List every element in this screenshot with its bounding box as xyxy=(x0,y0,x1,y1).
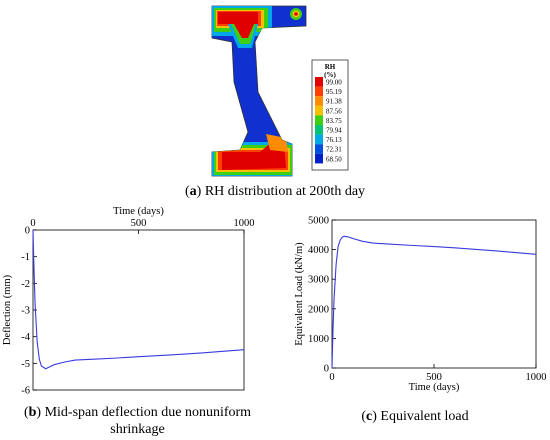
x-tick-label: 500 xyxy=(426,372,442,383)
series-line xyxy=(331,235,537,369)
y-axis-label: Equivalent Load (kN/m) xyxy=(294,242,305,346)
rh-legend-swatch xyxy=(315,125,323,135)
equivalent-load-chart: 0 500 1000 0 1000 2000 3000 4000 5000 Time (days)… xyxy=(294,216,547,394)
x-tick-label: 1000 xyxy=(526,372,547,383)
y-tick-label: -2 xyxy=(21,279,30,290)
rh-legend-swatch xyxy=(315,115,323,125)
y-tick-label: 0 xyxy=(324,364,329,375)
rh-legend-label: 76.13 xyxy=(326,136,342,144)
x-tick-label: 0 xyxy=(30,218,35,229)
x-axis-label: Time (days) xyxy=(409,382,460,393)
y-tick-label: -3 xyxy=(21,306,30,317)
y-tick-label: 4000 xyxy=(308,245,329,256)
rh-legend-label: 83.75 xyxy=(326,117,342,125)
y-tick-label: 1000 xyxy=(308,334,329,345)
rh-legend-swatch xyxy=(315,96,323,106)
plot-frame xyxy=(32,229,245,391)
rh-legend-unit: (%) xyxy=(324,71,336,79)
series-line xyxy=(32,229,245,370)
x-axis-label: Time (days) xyxy=(113,206,164,217)
rh-legend-label: 72.31 xyxy=(326,146,342,154)
y-tick-label: 5000 xyxy=(308,216,329,227)
rh-legend-swatch xyxy=(315,153,323,164)
y-tick-label: 0 xyxy=(25,226,30,237)
x-tick-label: 500 xyxy=(131,218,147,229)
rh-legend-label: 99.00 xyxy=(326,79,342,87)
y-axis-label: Deflection (mm) xyxy=(2,274,13,345)
deflection-chart: 0 500 1000 0 -1 -2 -3 -4 -5 -6 Time (days) Deflecti… xyxy=(2,206,255,397)
y-tick-label: -6 xyxy=(21,386,30,397)
rh-legend-label: 95.19 xyxy=(326,88,342,96)
rh-legend-label: 91.38 xyxy=(326,98,342,106)
y-tick-label: -5 xyxy=(21,359,30,370)
y-tick-label: -1 xyxy=(21,252,30,263)
y-tick-label: 2000 xyxy=(308,304,329,315)
rh-legend-swatch xyxy=(315,105,323,116)
caption-c: (c) Equivalent load xyxy=(361,409,469,424)
rh-legend-swatch xyxy=(315,134,323,145)
y-tick-label: -4 xyxy=(21,332,30,343)
y-tick-label: 3000 xyxy=(308,275,329,286)
rh-legend-swatch xyxy=(315,86,323,97)
plot-frame xyxy=(331,219,537,369)
rh-legend-label: 68.50 xyxy=(326,155,342,163)
caption-b: (b) Mid-span deflection due nonuniform s… xyxy=(23,405,252,437)
x-tick-label: 1000 xyxy=(234,218,255,229)
rh-legend-title: RH xyxy=(325,63,336,71)
caption-a: (a) RH distribution at 200th day xyxy=(184,184,366,199)
rh-legend-label: 87.56 xyxy=(326,107,342,115)
x-tick-label: 0 xyxy=(329,372,334,383)
rh-legend-label: 79.94 xyxy=(326,127,342,135)
rh-legend-swatch xyxy=(315,144,323,154)
rh-legend-swatch xyxy=(315,77,323,87)
